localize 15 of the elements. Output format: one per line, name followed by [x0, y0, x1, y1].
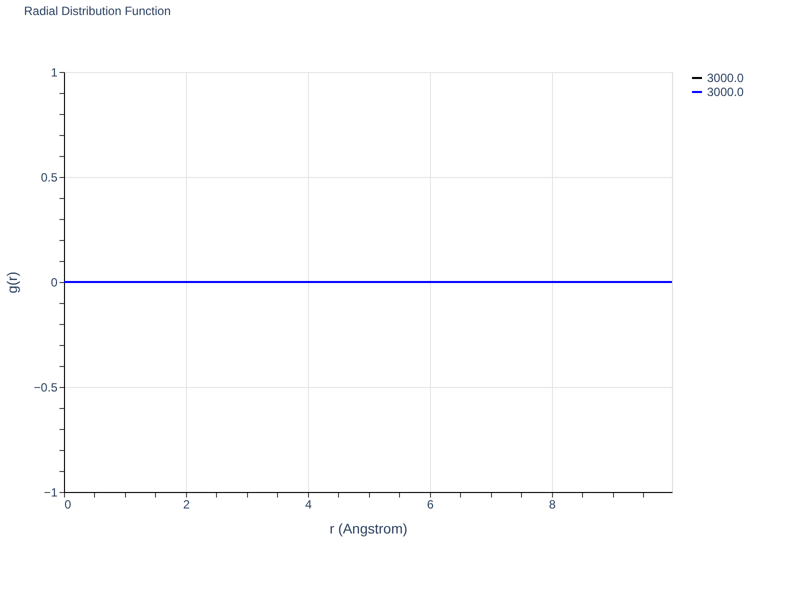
x-tick-label: 4	[305, 498, 312, 512]
x-tick-label: 2	[183, 498, 190, 512]
chart-title: Radial Distribution Function	[24, 4, 171, 18]
y-axis-title: g(r)	[4, 272, 20, 294]
x-tick-label: 0	[64, 498, 72, 512]
y-tick-label: −0.5	[34, 380, 58, 394]
x-axis-title: r (Angstrom)	[330, 520, 408, 536]
x-tick-label: 8	[549, 498, 556, 512]
legend-label: 3000.0	[707, 85, 744, 99]
y-tick-label: 0	[50, 276, 58, 290]
y-tick-label: 1	[50, 66, 58, 80]
y-tick-label: 0.5	[40, 170, 58, 184]
x-tick-label: 6	[427, 498, 434, 512]
y-tick-label: −1	[44, 486, 58, 500]
legend-label: 3000.0	[707, 71, 744, 85]
